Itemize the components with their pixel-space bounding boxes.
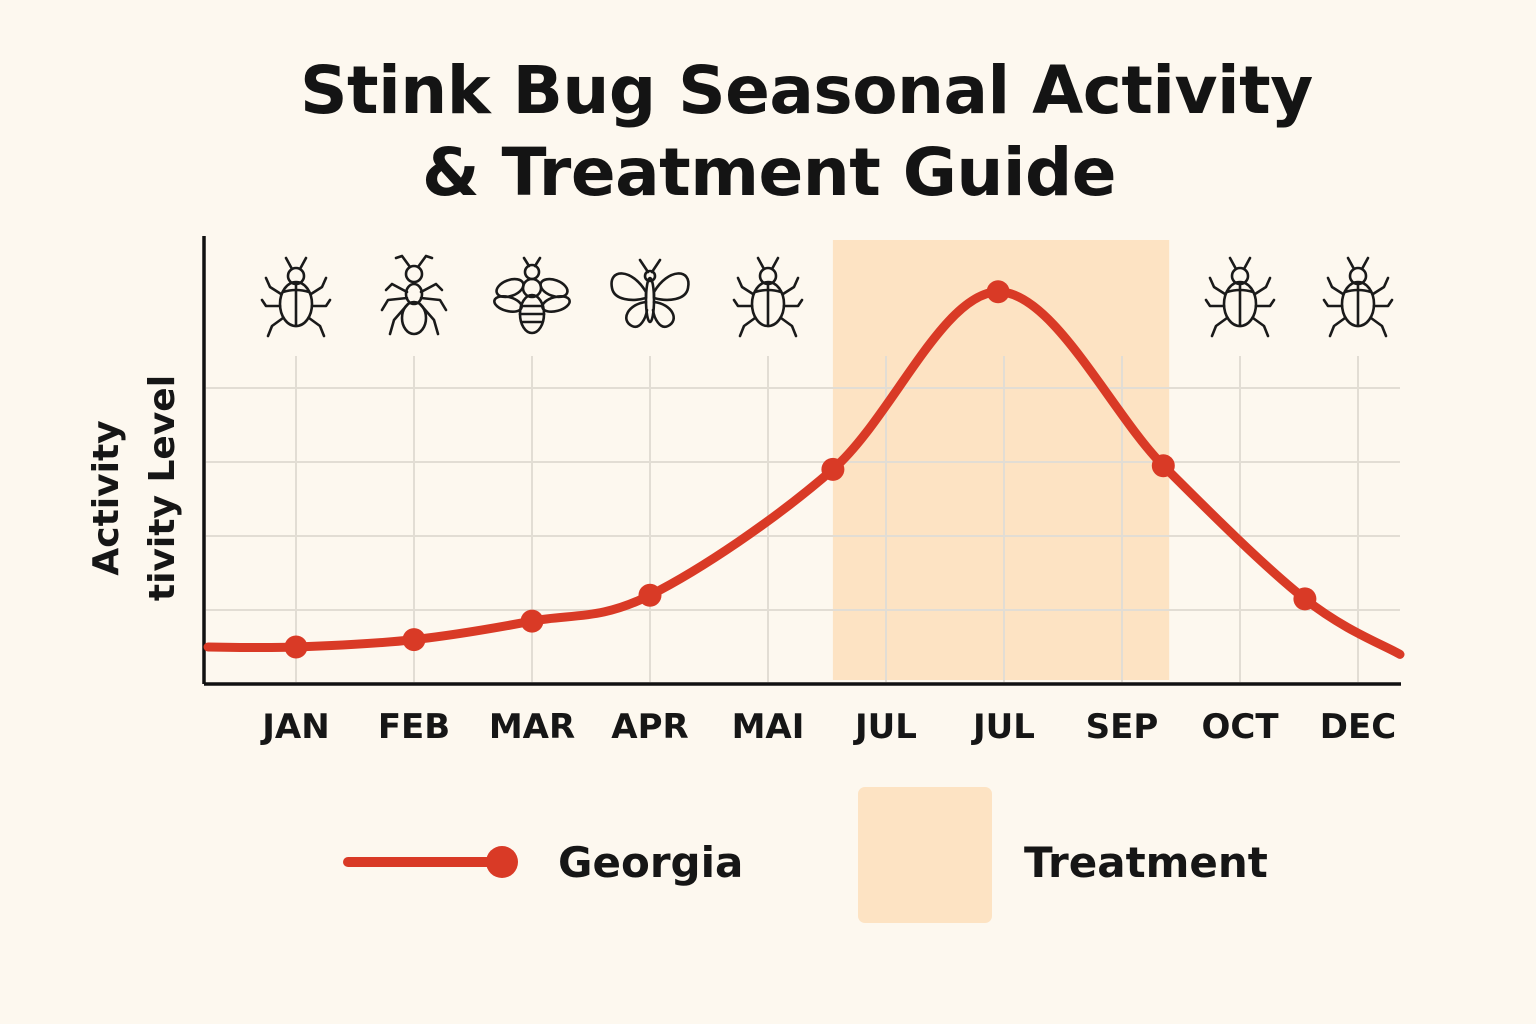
treatment-window-band [832, 240, 1170, 680]
data-point [1293, 587, 1317, 611]
legend-treatment-swatch [858, 787, 992, 923]
butterfly-icon [610, 258, 690, 329]
data-point [638, 583, 662, 607]
legend-georgia-marker [486, 846, 518, 878]
data-point [402, 628, 426, 652]
series-line-georgia [203, 287, 1405, 659]
x-tick-label: SEP [1086, 707, 1159, 747]
legend-georgia-label: Georgia [558, 838, 743, 887]
x-tick-label: JUL [853, 707, 917, 747]
x-tick-label: JUL [971, 707, 1035, 747]
data-point [986, 280, 1010, 304]
beetle-icon [260, 256, 332, 338]
x-tick-labels: JAN FEB MAR APR MAI JUL JUL SEP OCT DEC [260, 707, 1396, 747]
data-point [1151, 454, 1175, 478]
legend-treatment-label: Treatment [1024, 838, 1268, 887]
chart-title-line-1: Stink Bug Seasonal Activity [300, 52, 1313, 129]
bee-icon [491, 256, 573, 335]
data-point [520, 609, 544, 633]
y-axis-label-line-1: Activity [86, 420, 127, 575]
chart-legend: Georgia Treatment [343, 787, 1268, 923]
beetle-icon [1322, 256, 1394, 338]
x-tick-label: OCT [1201, 707, 1279, 747]
beetle-icon [732, 256, 804, 338]
data-point [284, 635, 308, 659]
chart-title-line-2: & Treatment Guide [422, 134, 1117, 211]
x-tick-label: DEC [1320, 707, 1396, 747]
x-tick-label: FEB [378, 707, 450, 747]
data-point [821, 457, 845, 481]
y-axis-label-line-2: tivity Level [142, 375, 183, 601]
series-points [284, 280, 1317, 659]
x-tick-label: MAR [489, 707, 575, 747]
ant-icon [380, 254, 448, 336]
month-icons [260, 254, 1394, 338]
beetle-icon [1204, 256, 1276, 338]
x-tick-label: APR [611, 707, 688, 747]
x-tick-label: JAN [260, 707, 329, 747]
x-tick-label: MAI [732, 707, 805, 747]
